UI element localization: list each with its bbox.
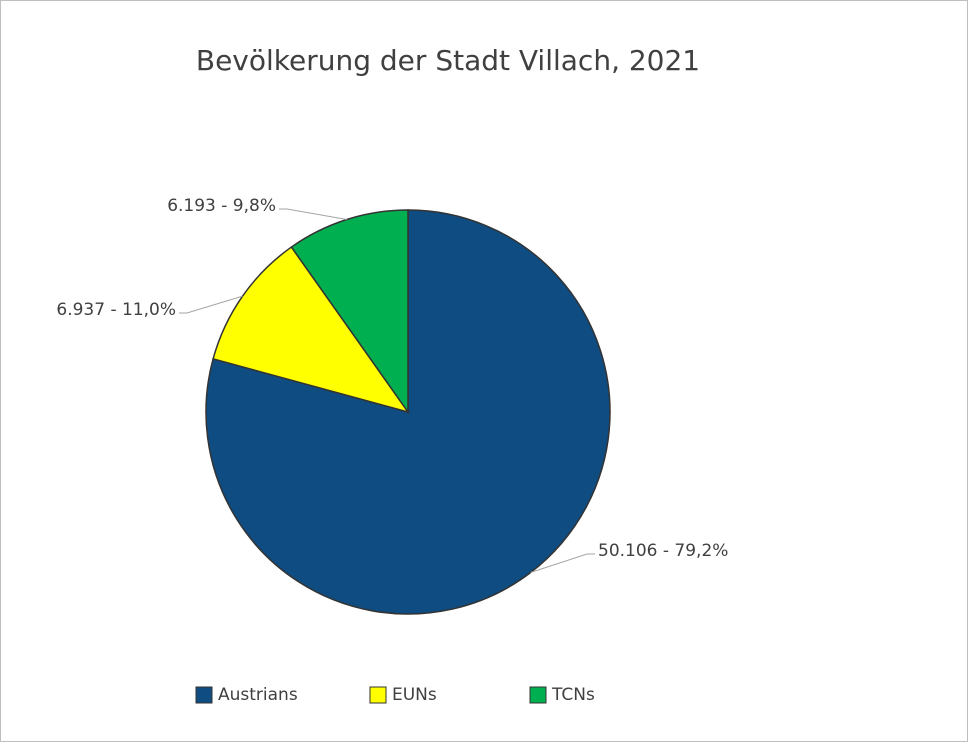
data-label: 50.106 - 79,2% [598, 541, 728, 561]
leader-line [179, 295, 243, 314]
legend-label: EUNs [392, 685, 437, 705]
data-label: 6.937 - 11,0% [56, 300, 176, 320]
legend-label: Austrians [218, 685, 298, 705]
data-label: 6.193 - 9,8% [167, 196, 276, 216]
legend-swatch [369, 686, 387, 704]
legend-swatch [195, 686, 213, 704]
legend-label: TCNs [551, 685, 595, 705]
pie-slice [290, 209, 409, 415]
leader-line [279, 208, 347, 220]
chart-title: Bevölkerung der Stadt Villach, 2021 [196, 44, 700, 77]
legend-swatch [529, 686, 547, 704]
leader-line [530, 553, 595, 574]
